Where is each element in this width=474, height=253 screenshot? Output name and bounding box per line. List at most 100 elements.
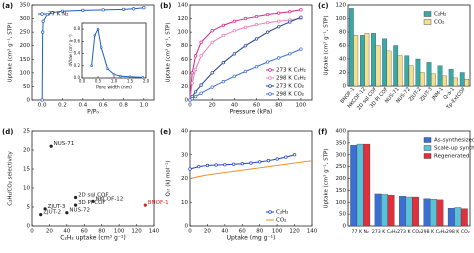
bar	[448, 68, 454, 87]
y-tick-label: 20	[181, 84, 188, 90]
legend-label: CO₂	[434, 20, 444, 26]
legend-label: Scale-up synthesis	[434, 146, 474, 152]
data-point	[41, 30, 45, 34]
x-tick-label: 40	[221, 228, 228, 234]
y-tick-label: 10	[181, 200, 188, 206]
legend-marker	[268, 210, 272, 214]
bar	[454, 207, 462, 227]
panel: (e) 0 10 20 30 40 0 20 40 60 80 100 120 140 Uptake (mg…	[160, 128, 318, 242]
legend-swatch	[423, 11, 432, 17]
y-tick-label: 0.6	[74, 38, 81, 43]
x-tick-label: 120	[131, 228, 142, 234]
data-point	[243, 25, 248, 30]
y-tick-label: 100	[20, 70, 31, 76]
y-tick-label: 0	[343, 224, 347, 230]
x-tick-label: 100	[272, 228, 283, 234]
data-point	[190, 81, 194, 85]
y-tick-label: 80	[339, 30, 346, 36]
point-label: NKCOF-12	[96, 196, 124, 202]
data-point	[265, 60, 270, 64]
bar	[375, 45, 381, 87]
y-tick-label: 0	[27, 98, 31, 104]
legend-marker	[268, 84, 272, 88]
x-tick-label: 0	[188, 228, 192, 234]
x-tick-label: 80	[98, 228, 105, 234]
x-tick-label: 273 K CO₂	[397, 229, 421, 235]
data-point	[254, 65, 259, 69]
legend-swatch	[423, 153, 432, 159]
x-tick-label: 120	[289, 228, 300, 234]
point-label: ZJUT-2	[43, 210, 61, 216]
data-point	[210, 71, 214, 75]
y-tick-label: 0	[27, 224, 31, 230]
x-tick-label: 80	[275, 102, 282, 108]
y-tick-label: 0	[343, 84, 347, 90]
data-point	[132, 7, 136, 11]
data-point	[210, 85, 214, 89]
bar	[348, 8, 354, 87]
y-tick-label: 5	[27, 205, 31, 211]
data-point	[65, 211, 69, 215]
data-point	[243, 69, 248, 74]
data-point	[50, 10, 54, 15]
x-axis-label: Pore width (nm)	[96, 84, 132, 90]
y-tick-label: 100	[336, 200, 347, 206]
data-point	[81, 8, 85, 13]
y-axis-label: Uptake (cm³ g⁻¹, STP)	[165, 22, 172, 82]
y-tick-label: 0	[185, 224, 189, 230]
bar	[423, 198, 431, 227]
legend-swatch	[423, 145, 432, 151]
data-point	[221, 80, 225, 84]
data-point	[39, 213, 43, 217]
y-tick-label: 25	[23, 129, 30, 135]
data-point	[221, 33, 225, 38]
data-point	[243, 16, 248, 21]
bar	[371, 33, 376, 87]
y-tick-label: 10	[23, 186, 30, 192]
data-point	[232, 74, 237, 78]
y-tick-label: 150	[336, 188, 347, 194]
data-point	[210, 29, 214, 33]
data-point	[190, 71, 194, 75]
data-point	[40, 98, 44, 102]
data-point	[258, 160, 262, 164]
panel-label: (a)	[2, 2, 13, 10]
data-point	[210, 40, 214, 44]
x-tick-label: 0	[188, 102, 192, 108]
y-tick-label: 0.8	[74, 26, 81, 31]
bar	[436, 199, 444, 227]
y-tick-label: 300	[336, 152, 347, 158]
y-axis-label: Uptake (cm³ g⁻¹, STP)	[7, 22, 14, 82]
legend-label: 273 K C₂H₂	[276, 68, 306, 74]
y-tick-label: 40	[181, 129, 188, 135]
data-point	[101, 8, 105, 12]
x-tick-label: 100	[114, 228, 125, 234]
data-point	[199, 54, 203, 58]
data-point	[193, 67, 198, 72]
data-point	[141, 76, 145, 79]
plot-frame	[81, 22, 147, 79]
data-point	[299, 47, 303, 51]
data-point	[106, 67, 109, 71]
point-label: 3D PI COF	[78, 200, 106, 206]
y-tick-label: 120	[336, 3, 347, 9]
data-point	[121, 7, 126, 11]
bar	[408, 65, 414, 87]
bar	[415, 58, 421, 87]
point-label: NUS-72	[69, 208, 90, 214]
y-tick-label: 140	[178, 3, 189, 9]
data-point	[73, 195, 78, 200]
y-tick-label: 60	[181, 57, 188, 63]
y-axis-label: dV/dw (cm³ g⁻¹)	[68, 34, 73, 66]
x-tick-label: JNM-1	[430, 86, 445, 102]
legend-marker	[40, 12, 44, 16]
legend-label: 77 K N₂	[48, 12, 68, 18]
bar	[381, 194, 389, 227]
x-tick-label: 40	[231, 102, 238, 108]
data-point	[254, 14, 259, 19]
y-tick-label: 250	[20, 30, 31, 36]
data-point	[243, 44, 248, 48]
bar	[350, 145, 358, 227]
series-line	[91, 27, 143, 78]
y-axis-label: C₂H₂/CO₂ selectivity	[8, 151, 14, 206]
